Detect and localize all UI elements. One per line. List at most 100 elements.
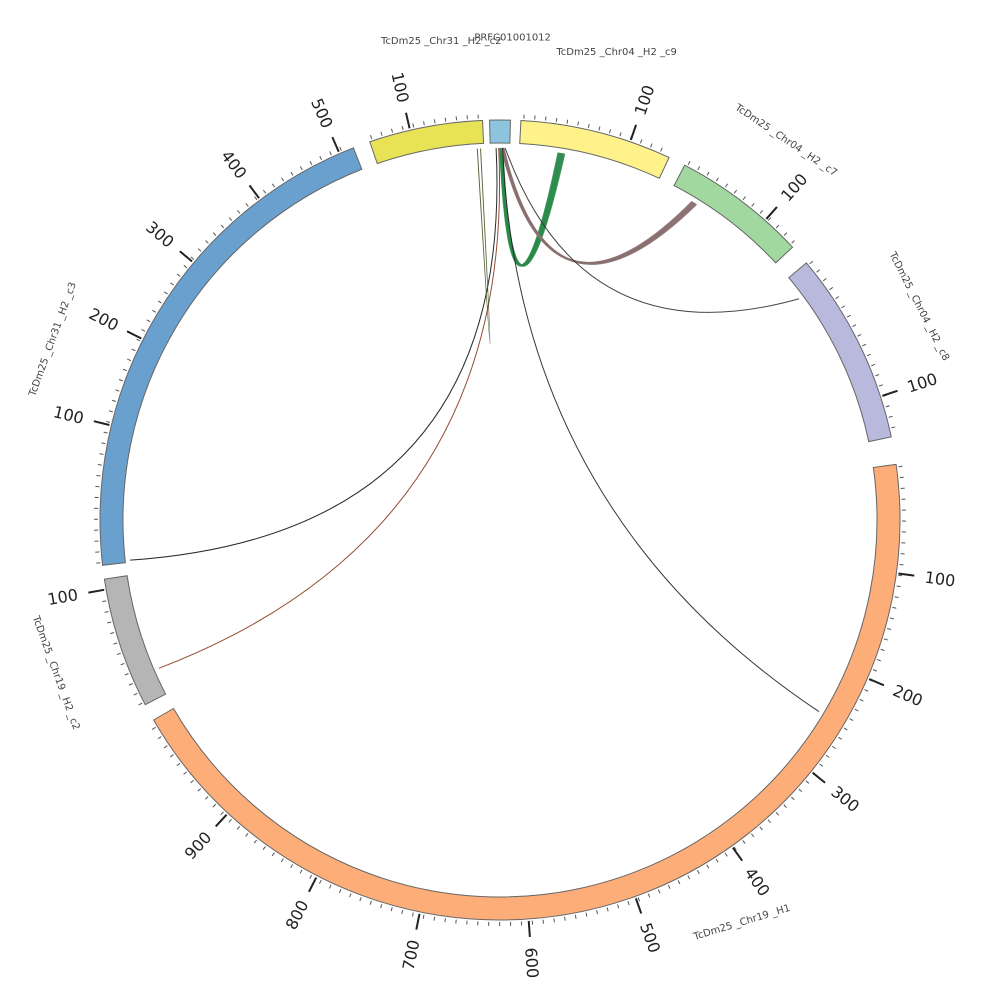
tick-label: 300 <box>142 217 178 251</box>
segment-c9 <box>519 120 670 179</box>
minor-tick <box>271 183 276 188</box>
minor-tick <box>107 621 112 624</box>
minor-tick <box>849 718 854 721</box>
minor-tick <box>706 171 710 176</box>
minor-tick <box>163 745 168 749</box>
minor-tick <box>892 606 897 609</box>
minor-tick <box>176 762 181 767</box>
minor-tick <box>838 736 842 740</box>
tick-label: 900 <box>181 828 216 863</box>
minor-tick <box>864 689 869 692</box>
minor-tick <box>133 692 138 696</box>
minor-tick <box>115 389 120 392</box>
minor-tick <box>798 788 803 793</box>
minor-tick <box>555 117 558 123</box>
minor-tick <box>339 146 342 151</box>
major-tick <box>629 124 638 141</box>
minor-tick <box>875 374 880 377</box>
minor-tick <box>102 600 107 603</box>
minor-tick <box>706 864 710 869</box>
minor-tick <box>896 585 901 588</box>
tick-label: 100 <box>777 170 811 205</box>
minor-tick <box>299 869 303 874</box>
major-tick <box>88 588 105 594</box>
segment-label-c9: TcDm25 _Chr04 _H2 _c9 <box>555 47 677 58</box>
minor-tick <box>574 914 577 919</box>
segment-label-c7: TcDm25 _Chr04 _H2 _c7 <box>732 102 839 179</box>
minor-tick <box>176 273 181 277</box>
minor-tick <box>190 779 194 784</box>
minor-tick <box>871 363 876 367</box>
minor-tick <box>891 426 896 429</box>
minor-tick <box>349 893 352 898</box>
segment-label-c2b: TcDm25 _Chr19 _H2 _c2 <box>29 614 81 732</box>
major-tick <box>634 898 643 914</box>
minor-tick <box>370 135 373 140</box>
minor-tick <box>687 160 691 165</box>
major-tick <box>331 136 340 153</box>
minor-tick <box>846 314 851 318</box>
tick-label: 600 <box>521 947 542 979</box>
tick-label: 100 <box>51 402 85 428</box>
minor-tick <box>889 617 894 620</box>
minor-tick <box>411 912 414 917</box>
minor-tick <box>852 324 857 328</box>
tick-label: 100 <box>631 83 659 118</box>
tick-label: 300 <box>827 782 863 816</box>
minor-tick <box>639 139 643 144</box>
minor-tick <box>767 819 771 823</box>
minor-tick <box>862 343 867 347</box>
tick-label: 500 <box>636 920 664 955</box>
links-layer <box>130 147 820 713</box>
minor-tick <box>157 736 162 740</box>
minor-tick <box>585 912 588 917</box>
minor-tick <box>163 291 168 295</box>
minor-tick <box>587 123 590 128</box>
minor-tick <box>660 147 663 152</box>
minor-tick <box>422 914 425 919</box>
minor-tick <box>885 405 890 408</box>
ticks-layer <box>88 112 915 938</box>
minor-tick <box>872 669 878 672</box>
minor-tick <box>131 348 136 352</box>
minor-tick <box>319 155 323 160</box>
minor-tick <box>146 319 151 323</box>
minor-tick <box>742 196 746 201</box>
minor-tick <box>751 203 755 207</box>
minor-tick <box>111 399 117 402</box>
minor-tick <box>697 166 701 171</box>
minor-tick <box>553 918 555 923</box>
minor-tick <box>433 916 436 921</box>
minor-tick <box>299 166 303 171</box>
minor-tick <box>228 818 232 823</box>
minor-tick <box>212 232 217 236</box>
tick-label: 100 <box>387 70 412 104</box>
minor-tick <box>859 698 864 702</box>
minor-tick <box>759 210 763 214</box>
tick-label: 500 <box>307 95 337 131</box>
minor-tick <box>841 305 846 309</box>
major-tick <box>732 847 743 862</box>
minor-tick <box>647 893 651 898</box>
link-sc-c7 <box>502 147 698 265</box>
minor-tick <box>328 884 332 889</box>
minor-tick <box>759 826 763 831</box>
minor-tick <box>253 839 258 844</box>
minor-tick <box>236 826 241 830</box>
link-sc-c3 <box>130 147 498 561</box>
minor-tick <box>854 708 859 712</box>
major-tick <box>214 814 228 828</box>
minor-tick <box>657 889 661 894</box>
tick-label: 400 <box>217 147 251 183</box>
tick-label: 800 <box>282 897 313 933</box>
minor-tick <box>775 811 780 816</box>
minor-tick <box>319 879 322 884</box>
major-tick <box>898 572 915 577</box>
minor-tick <box>401 125 404 130</box>
minor-tick <box>715 177 719 182</box>
minor-tick <box>412 123 415 128</box>
ideogram-layer <box>99 119 901 921</box>
minor-tick <box>110 632 115 635</box>
minor-tick <box>832 745 836 749</box>
segment-c7 <box>673 164 794 264</box>
